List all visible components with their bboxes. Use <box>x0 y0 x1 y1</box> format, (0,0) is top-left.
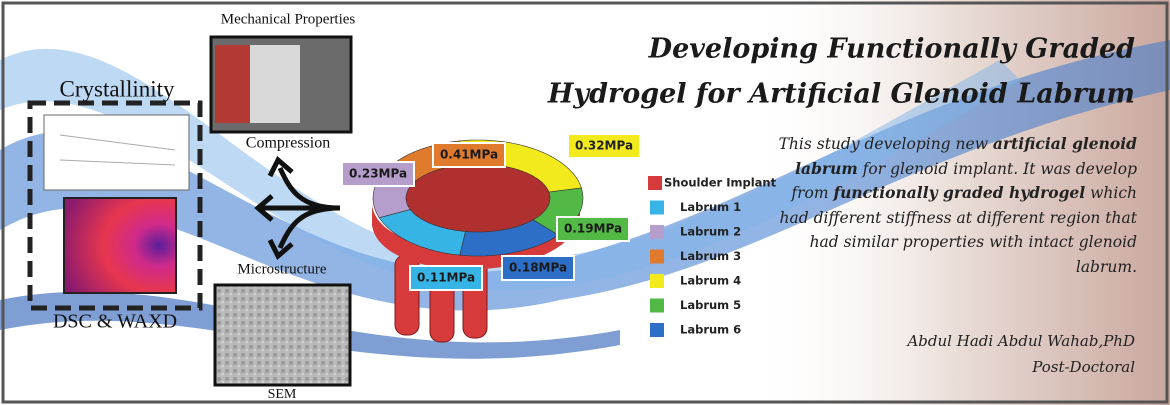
author-position: Post-Doctoral <box>1031 358 1135 376</box>
description: This study developing new artificial gle… <box>775 132 1137 279</box>
title-line: Developing Functionally Graded <box>648 34 1135 65</box>
panel-label: SEM <box>268 387 297 402</box>
legend-label: Labrum 1 <box>680 200 741 214</box>
description-bold: functionally graded hydrogel <box>833 183 1085 202</box>
panel-label: DSC & WAXD <box>53 311 177 333</box>
title-line: Hydrogel for Artificial Glenoid Labrum <box>547 79 1135 110</box>
panel-label: Microstructure <box>237 261 326 277</box>
legend-swatch <box>648 176 662 190</box>
implant: 0.11MPa 0.23MPa 0.41MPa 0.32MPa 0.19MPa 0.18M… <box>342 134 640 342</box>
legend-swatch <box>650 323 664 337</box>
legend-label: Labrum 6 <box>680 323 741 337</box>
stress-label: 0.32MPa <box>575 139 633 153</box>
panel-label: Mechanical Properties <box>221 11 356 27</box>
stress-label: 0.11MPa <box>417 271 475 285</box>
legend-swatch <box>650 250 664 264</box>
legend-swatch <box>650 299 664 313</box>
legend-label: Labrum 4 <box>680 274 741 288</box>
legend-label: Shoulder Implant <box>664 176 777 190</box>
author-name: Abdul Hadi Abdul Wahab,PhD <box>905 332 1135 350</box>
legend-swatch <box>650 225 664 239</box>
poster: Mechanical Properties Crystallinity Comp… <box>0 0 1170 405</box>
description-text: This study developing new <box>779 135 993 153</box>
legend-label: Labrum 2 <box>680 225 741 239</box>
stress-label: 0.41MPa <box>440 148 498 162</box>
legend-swatch <box>650 274 664 288</box>
stress-label: 0.18MPa <box>509 261 567 275</box>
legend-label: Labrum 5 <box>680 298 741 312</box>
legend-swatch <box>650 201 664 215</box>
stress-label: 0.19MPa <box>564 222 622 236</box>
panel-label: Compression <box>246 135 330 152</box>
panel-label: Crystallinity <box>60 76 176 101</box>
legend-label: Labrum 3 <box>680 249 741 263</box>
stress-label: 0.23MPa <box>349 167 407 181</box>
